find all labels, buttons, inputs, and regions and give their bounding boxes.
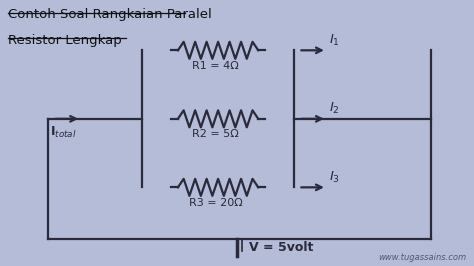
Text: $I_3$: $I_3$ xyxy=(329,170,340,185)
Text: www.tugassains.com: www.tugassains.com xyxy=(378,252,466,261)
Text: V = 5volt: V = 5volt xyxy=(249,241,313,254)
Text: R1 = 4Ω: R1 = 4Ω xyxy=(192,61,239,71)
Text: R2 = 5Ω: R2 = 5Ω xyxy=(192,129,239,139)
Text: $I_2$: $I_2$ xyxy=(329,101,340,117)
Text: Contoh Soal Rangkaian Paralel: Contoh Soal Rangkaian Paralel xyxy=(8,8,211,21)
Text: R3 = 20Ω: R3 = 20Ω xyxy=(189,198,243,208)
Text: $\mathbf{I}_{total}$: $\mathbf{I}_{total}$ xyxy=(50,124,77,140)
Text: $I_1$: $I_1$ xyxy=(329,33,340,48)
Text: Resistor Lengkap: Resistor Lengkap xyxy=(8,34,121,47)
